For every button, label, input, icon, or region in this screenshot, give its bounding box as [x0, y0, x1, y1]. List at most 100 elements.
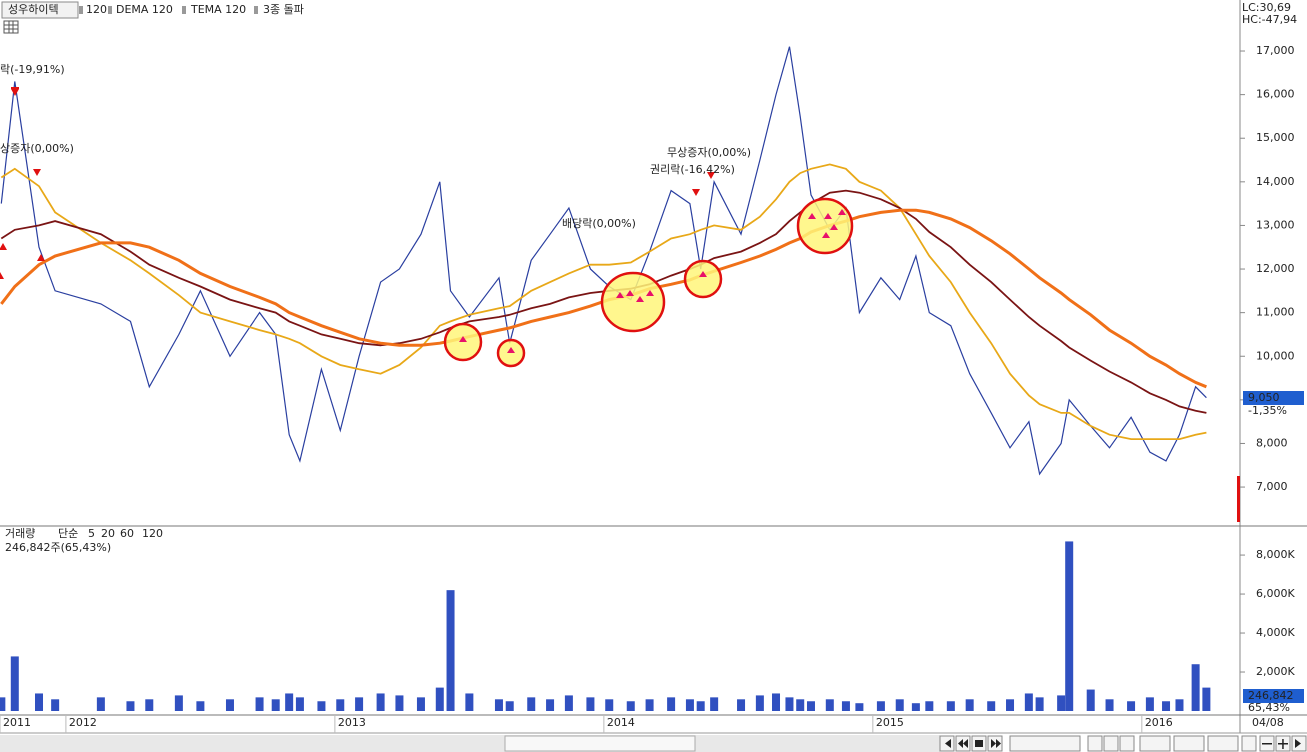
volume-bar [1024, 693, 1033, 711]
volume-bar [911, 703, 920, 711]
volume-bar [1202, 687, 1211, 711]
price-change-label: -1,35% [1248, 404, 1287, 417]
scrollbar-track[interactable] [0, 735, 940, 752]
up-arrow [808, 209, 846, 238]
volume-bar [796, 699, 805, 711]
volume-bar [546, 699, 555, 711]
y-tick-label: 12,000 [1256, 262, 1295, 275]
volume-legend: 단순 [58, 527, 78, 540]
volume-bar [0, 697, 6, 711]
volume-bar [755, 695, 764, 711]
x-tick-label: 2011 [3, 716, 31, 729]
volume-bar [1006, 699, 1015, 711]
volume-bar [806, 701, 815, 711]
x-tick-label: 2012 [69, 716, 97, 729]
volume-bar [987, 701, 996, 711]
last-volume-box [1243, 689, 1304, 703]
volume-bar [825, 699, 834, 711]
volume-bar [494, 699, 503, 711]
volume-legend: 120 [142, 527, 163, 540]
volume-bar [696, 701, 705, 711]
volume-bar [1065, 541, 1074, 711]
volume-bar [605, 699, 614, 711]
stock-name[interactable]: 성우하이텍 [8, 2, 59, 16]
volume-bar [255, 697, 264, 711]
event-arrows [0, 87, 715, 279]
moving-average-line [0, 189, 1207, 414]
volume-bar [645, 699, 654, 711]
toolbar-button[interactable] [1173, 735, 1205, 752]
date-label: 04/08 [1252, 716, 1284, 729]
volume-bar [876, 701, 885, 711]
down-arrow [707, 172, 715, 179]
volume-legend: 20 [101, 527, 115, 540]
up-arrow [459, 336, 467, 342]
hc-label: HC:-47,94 [1242, 13, 1297, 26]
volume-bar [1162, 701, 1171, 711]
volume-bar [1191, 664, 1200, 711]
y-tick-label: 13,000 [1256, 218, 1295, 231]
x-tick-label: 2014 [607, 716, 635, 729]
moving-average-line [0, 163, 1207, 440]
signal-circle [683, 259, 723, 299]
volume-bar [841, 701, 850, 711]
signal-arrows [459, 209, 846, 353]
event-annotation: 무상증자(0,00%) [667, 146, 751, 159]
volume-bar [145, 699, 154, 711]
volume-bar [10, 656, 19, 711]
down-arrow [11, 87, 19, 96]
volume-bar [174, 695, 183, 711]
toolbar-button[interactable] [1087, 735, 1103, 752]
legend-icon [79, 6, 83, 14]
glyph [991, 739, 1001, 748]
volume-bar [1127, 701, 1136, 711]
scrollbar-thumb[interactable] [504, 735, 696, 752]
volume-bar [376, 693, 385, 711]
stock-box[interactable] [1, 1, 79, 19]
legend-icon [254, 6, 258, 14]
glyph [1262, 743, 1272, 745]
volume-bar [586, 697, 595, 711]
volume-subtitle: 246,842주(65,43%) [5, 541, 111, 554]
table-icon[interactable] [3, 20, 19, 34]
moving-average-line [0, 208, 1207, 389]
volume-legend: 60 [120, 527, 134, 540]
legend-icon [108, 6, 112, 14]
volume-bar [855, 703, 864, 711]
volume-bar [35, 693, 44, 711]
volume-bar [505, 701, 514, 711]
event-annotation: 상증자(0,00%) [0, 142, 74, 155]
toolbar-button[interactable] [1207, 735, 1239, 752]
x-tick-label: 2013 [338, 716, 366, 729]
volume-bar [355, 697, 364, 711]
event-annotation: 락(-19,91%) [0, 63, 65, 76]
signal-markers [443, 197, 854, 368]
y-tick-label: 14,000 [1256, 175, 1295, 188]
toolbar-button[interactable] [1119, 735, 1135, 752]
toolbar-button[interactable] [1139, 735, 1171, 752]
event-annotation: 배당락(0,00%) [562, 217, 636, 230]
glyph [1282, 739, 1284, 749]
volume-bar [1175, 699, 1184, 711]
volume-bar [126, 701, 135, 711]
volume-bar [295, 697, 304, 711]
zoom-slider[interactable] [1009, 735, 1081, 752]
volume-bar [395, 695, 404, 711]
volume-bar [1105, 699, 1114, 711]
volume-bar [626, 701, 635, 711]
y-tick-label: 16,000 [1256, 88, 1295, 101]
last-volume-label: 246,842 [1248, 689, 1294, 702]
toolbar-button[interactable] [1103, 735, 1119, 752]
volume-bar [435, 687, 444, 711]
toolbar-glyphs [945, 739, 1301, 749]
last-price-box [1243, 391, 1304, 405]
volume-title: 거래량 [5, 527, 35, 540]
legend-icon [182, 6, 186, 14]
y-tick-label: 15,000 [1256, 131, 1295, 144]
volume-bar [1057, 695, 1066, 711]
y-tick-label: 8,000K [1256, 548, 1295, 561]
toolbar-button[interactable] [1241, 735, 1257, 752]
volume-bar [96, 697, 105, 711]
legend-item: DEMA 120 [116, 3, 173, 16]
